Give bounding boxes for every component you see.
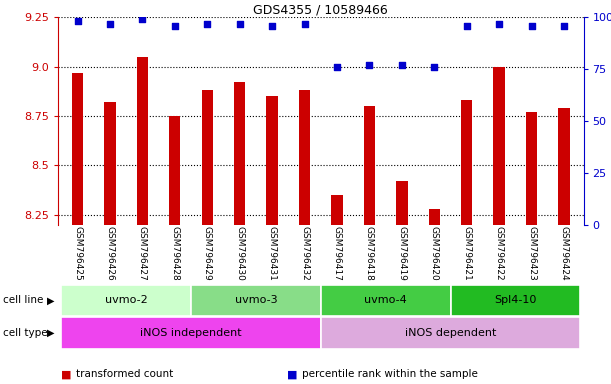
Bar — [202, 90, 213, 225]
Bar — [266, 96, 278, 225]
Point — [494, 20, 504, 26]
Text: uvmo-2: uvmo-2 — [104, 295, 147, 306]
Bar — [72, 73, 83, 225]
Title: GDS4355 / 10589466: GDS4355 / 10589466 — [254, 3, 388, 16]
Bar — [461, 100, 472, 225]
Bar — [61, 318, 321, 349]
Bar — [558, 108, 569, 225]
Point — [170, 23, 180, 29]
Point — [202, 20, 212, 26]
Bar — [450, 285, 580, 316]
Text: GSM796419: GSM796419 — [397, 227, 406, 281]
Text: GSM796421: GSM796421 — [463, 227, 471, 281]
Bar — [104, 102, 115, 225]
Point — [105, 20, 115, 26]
Text: GSM796417: GSM796417 — [332, 227, 342, 281]
Text: ▶: ▶ — [47, 295, 54, 306]
Text: GSM796427: GSM796427 — [138, 227, 147, 281]
Text: cell line: cell line — [3, 295, 43, 306]
Text: ▶: ▶ — [47, 328, 54, 338]
Text: GSM796420: GSM796420 — [430, 227, 439, 281]
Bar — [494, 67, 505, 225]
Point — [365, 62, 375, 68]
Text: GSM796422: GSM796422 — [495, 227, 503, 281]
Text: GSM796428: GSM796428 — [170, 227, 179, 281]
Text: iNOS independent: iNOS independent — [140, 328, 242, 338]
Point — [430, 64, 439, 70]
Bar — [61, 285, 191, 316]
Point — [332, 64, 342, 70]
Text: GSM796426: GSM796426 — [106, 227, 114, 281]
Text: GSM796423: GSM796423 — [527, 227, 536, 281]
Text: ■: ■ — [287, 369, 298, 379]
Bar — [137, 57, 148, 225]
Point — [235, 20, 244, 26]
Text: percentile rank within the sample: percentile rank within the sample — [302, 369, 478, 379]
Point — [462, 23, 472, 29]
Bar — [169, 116, 180, 225]
Point — [527, 23, 536, 29]
Point — [299, 20, 309, 26]
Bar — [234, 83, 246, 225]
Text: transformed count: transformed count — [76, 369, 174, 379]
Bar — [299, 90, 310, 225]
Text: GSM796430: GSM796430 — [235, 227, 244, 281]
Bar — [321, 285, 450, 316]
Bar — [191, 285, 321, 316]
Text: cell type: cell type — [3, 328, 48, 338]
Text: GSM796432: GSM796432 — [300, 227, 309, 281]
Bar — [331, 195, 343, 225]
Text: uvmo-3: uvmo-3 — [235, 295, 277, 306]
Point — [267, 23, 277, 29]
Text: GSM796424: GSM796424 — [560, 227, 569, 281]
Text: GSM796429: GSM796429 — [203, 227, 212, 281]
Text: ■: ■ — [61, 369, 71, 379]
Text: GSM796425: GSM796425 — [73, 227, 82, 281]
Bar — [364, 106, 375, 225]
Point — [559, 23, 569, 29]
Text: Spl4-10: Spl4-10 — [494, 295, 536, 306]
Text: uvmo-4: uvmo-4 — [364, 295, 407, 306]
Bar — [321, 318, 580, 349]
Point — [397, 62, 407, 68]
Bar — [526, 112, 537, 225]
Point — [73, 18, 82, 25]
Text: GSM796431: GSM796431 — [268, 227, 277, 281]
Text: iNOS dependent: iNOS dependent — [405, 328, 496, 338]
Bar — [429, 209, 440, 225]
Text: GSM796418: GSM796418 — [365, 227, 374, 281]
Bar — [396, 181, 408, 225]
Point — [137, 16, 147, 22]
